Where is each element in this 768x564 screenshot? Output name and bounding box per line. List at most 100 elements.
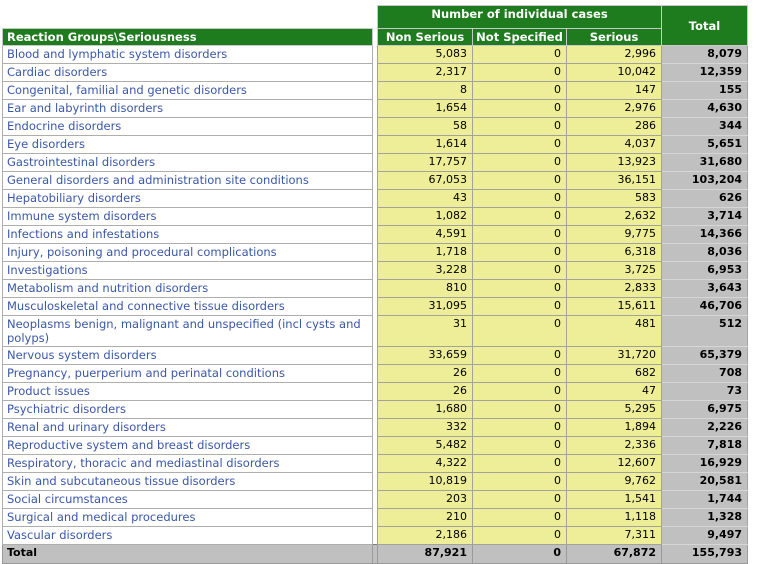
corner-blank-cell xyxy=(2,5,373,29)
row-total-cell: 2,226 xyxy=(661,418,749,437)
column-gap xyxy=(372,508,378,527)
grand-total-label: Total xyxy=(2,544,373,564)
grand-total-non-serious: 87,921 xyxy=(377,544,473,564)
row-total-cell: 14,366 xyxy=(661,225,749,244)
row-total-cell: 46,706 xyxy=(661,297,749,316)
serious-cell: 147 xyxy=(565,81,663,100)
non-serious-cell: 4,591 xyxy=(377,225,473,244)
group-header-cell: Number of individual cases xyxy=(376,5,663,29)
row-total-cell: 8,079 xyxy=(661,45,749,64)
row-label[interactable]: Cardiac disorders xyxy=(2,63,373,82)
serious-cell: 9,775 xyxy=(565,225,663,244)
table-row: Product issues 26 0 47 73 xyxy=(2,382,749,401)
non-serious-cell: 210 xyxy=(377,508,473,527)
row-label[interactable]: Hepatobiliary disorders xyxy=(2,189,373,208)
table-row: Injury, poisoning and procedural complic… xyxy=(2,243,749,262)
non-serious-cell: 3,228 xyxy=(377,261,473,280)
table-row: Social circumstances 203 0 1,541 1,744 xyxy=(2,490,749,509)
not-specified-cell: 0 xyxy=(472,63,567,82)
table-row: Infections and infestations 4,591 0 9,77… xyxy=(2,225,749,244)
serious-cell: 12,607 xyxy=(565,454,663,473)
non-serious-cell: 5,083 xyxy=(377,45,473,64)
row-label[interactable]: Psychiatric disorders xyxy=(2,400,373,419)
row-label[interactable]: Investigations xyxy=(2,261,373,280)
not-specified-cell: 0 xyxy=(472,382,567,401)
non-serious-cell: 33,659 xyxy=(377,346,473,365)
total-column-header: Total xyxy=(661,5,749,46)
row-label[interactable]: Product issues xyxy=(2,382,373,401)
row-label[interactable]: Congenital, familial and genetic disorde… xyxy=(2,81,373,100)
column-gap xyxy=(372,207,378,226)
table-row: Neoplasms benign, malignant and unspecif… xyxy=(2,315,749,347)
table-row: Cardiac disorders 2,317 0 10,042 12,359 xyxy=(2,63,749,82)
non-serious-cell: 58 xyxy=(377,117,473,136)
row-label[interactable]: Respiratory, thoracic and mediastinal di… xyxy=(2,454,373,473)
row-label[interactable]: Blood and lymphatic system disorders xyxy=(2,45,373,64)
not-specified-cell: 0 xyxy=(472,153,567,172)
column-header-non-serious: Non Serious xyxy=(377,28,473,46)
table-row: Psychiatric disorders 1,680 0 5,295 6,97… xyxy=(2,400,749,419)
row-label[interactable]: Nervous system disorders xyxy=(2,346,373,365)
row-total-cell: 20,581 xyxy=(661,472,749,491)
row-total-cell: 31,680 xyxy=(661,153,749,172)
not-specified-cell: 0 xyxy=(472,207,567,226)
non-serious-cell: 332 xyxy=(377,418,473,437)
row-label[interactable]: Pregnancy, puerperium and perinatal cond… xyxy=(2,364,373,383)
serious-cell: 5,295 xyxy=(565,400,663,419)
non-serious-cell: 43 xyxy=(377,189,473,208)
column-gap xyxy=(372,364,378,383)
row-label[interactable]: Immune system disorders xyxy=(2,207,373,226)
row-label[interactable]: Musculoskeletal and connective tissue di… xyxy=(2,297,373,316)
table-row: Congenital, familial and genetic disorde… xyxy=(2,81,749,100)
non-serious-cell: 10,819 xyxy=(377,472,473,491)
column-gap xyxy=(372,225,378,244)
column-gap xyxy=(372,135,378,154)
grand-total-overall: 155,793 xyxy=(661,544,749,564)
row-label[interactable]: Endocrine disorders xyxy=(2,117,373,136)
non-serious-cell: 1,614 xyxy=(377,135,473,154)
non-serious-cell: 8 xyxy=(377,81,473,100)
non-serious-cell: 810 xyxy=(377,279,473,298)
row-label[interactable]: Social circumstances xyxy=(2,490,373,509)
not-specified-cell: 0 xyxy=(472,279,567,298)
row-total-cell: 5,651 xyxy=(661,135,749,154)
row-label[interactable]: Ear and labyrinth disorders xyxy=(2,99,373,118)
row-total-cell: 155 xyxy=(661,81,749,100)
row-total-cell: 1,328 xyxy=(661,508,749,527)
grand-total-row: Total 87,921 0 67,872 155,793 xyxy=(2,544,749,564)
column-gap xyxy=(372,297,378,316)
row-label[interactable]: Infections and infestations xyxy=(2,225,373,244)
serious-cell: 47 xyxy=(565,382,663,401)
row-label[interactable]: Neoplasms benign, malignant and unspecif… xyxy=(2,315,373,347)
serious-cell: 1,894 xyxy=(565,418,663,437)
not-specified-cell: 0 xyxy=(472,135,567,154)
row-total-cell: 512 xyxy=(661,315,749,347)
row-label[interactable]: Reproductive system and breast disorders xyxy=(2,436,373,455)
column-gap xyxy=(372,472,378,491)
not-specified-cell: 0 xyxy=(472,418,567,437)
row-label[interactable]: Metabolism and nutrition disorders xyxy=(2,279,373,298)
row-label[interactable]: Eye disorders xyxy=(2,135,373,154)
non-serious-cell: 1,654 xyxy=(377,99,473,118)
not-specified-cell: 0 xyxy=(472,454,567,473)
row-label[interactable]: General disorders and administration sit… xyxy=(2,171,373,190)
column-gap xyxy=(372,400,378,419)
row-label[interactable]: Skin and subcutaneous tissue disorders xyxy=(2,472,373,491)
row-label[interactable]: Gastrointestinal disorders xyxy=(2,153,373,172)
non-serious-cell: 2,317 xyxy=(377,63,473,82)
serious-cell: 10,042 xyxy=(565,63,663,82)
table-row: Musculoskeletal and connective tissue di… xyxy=(2,297,749,316)
not-specified-cell: 0 xyxy=(472,364,567,383)
column-header-not-specified: Not Specified xyxy=(472,28,567,46)
row-label[interactable]: Surgical and medical procedures xyxy=(2,508,373,527)
row-total-cell: 6,975 xyxy=(661,400,749,419)
serious-cell: 2,632 xyxy=(565,207,663,226)
not-specified-cell: 0 xyxy=(472,508,567,527)
column-gap xyxy=(372,5,378,29)
table-row: General disorders and administration sit… xyxy=(2,171,749,190)
row-label[interactable]: Injury, poisoning and procedural complic… xyxy=(2,243,373,262)
column-gap xyxy=(372,279,378,298)
not-specified-cell: 0 xyxy=(472,472,567,491)
column-gap xyxy=(372,261,378,280)
row-label[interactable]: Renal and urinary disorders xyxy=(2,418,373,437)
